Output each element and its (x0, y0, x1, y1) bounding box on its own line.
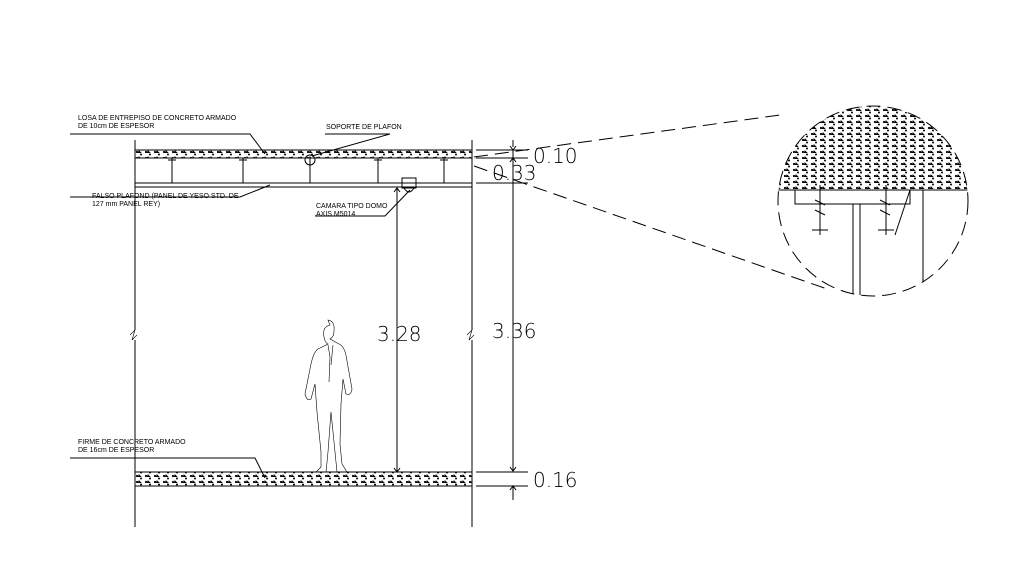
label: SOPORTE DE PLAFON (326, 124, 402, 131)
label: FIRME DE CONCRETO ARMADO (78, 439, 186, 446)
label: LOSA DE ENTREPISO DE CONCRETO ARMADO (78, 115, 237, 122)
label: DE 16cm DE ESPESOR (78, 447, 154, 454)
detail (473, 105, 969, 297)
dimension: 0.33 (492, 161, 537, 185)
label: DE 10cm DE ESPESOR (78, 123, 154, 130)
label: AXIS M5014 (316, 211, 355, 218)
label: 127 mm PANEL REY) (92, 201, 160, 208)
labels: LOSA DE ENTREPISO DE CONCRETO ARMADO DE … (78, 115, 578, 492)
label: CAMARA TIPO DOMO (316, 203, 388, 210)
dimension: 0.10 (533, 144, 578, 168)
section (70, 133, 528, 527)
dimension: 3.36 (492, 319, 537, 343)
dimension: 0.16 (533, 468, 578, 492)
label: FALSO PLAFOND (PANEL DE YESO STD. DE (92, 193, 239, 200)
dimension: 3.28 (377, 322, 422, 346)
